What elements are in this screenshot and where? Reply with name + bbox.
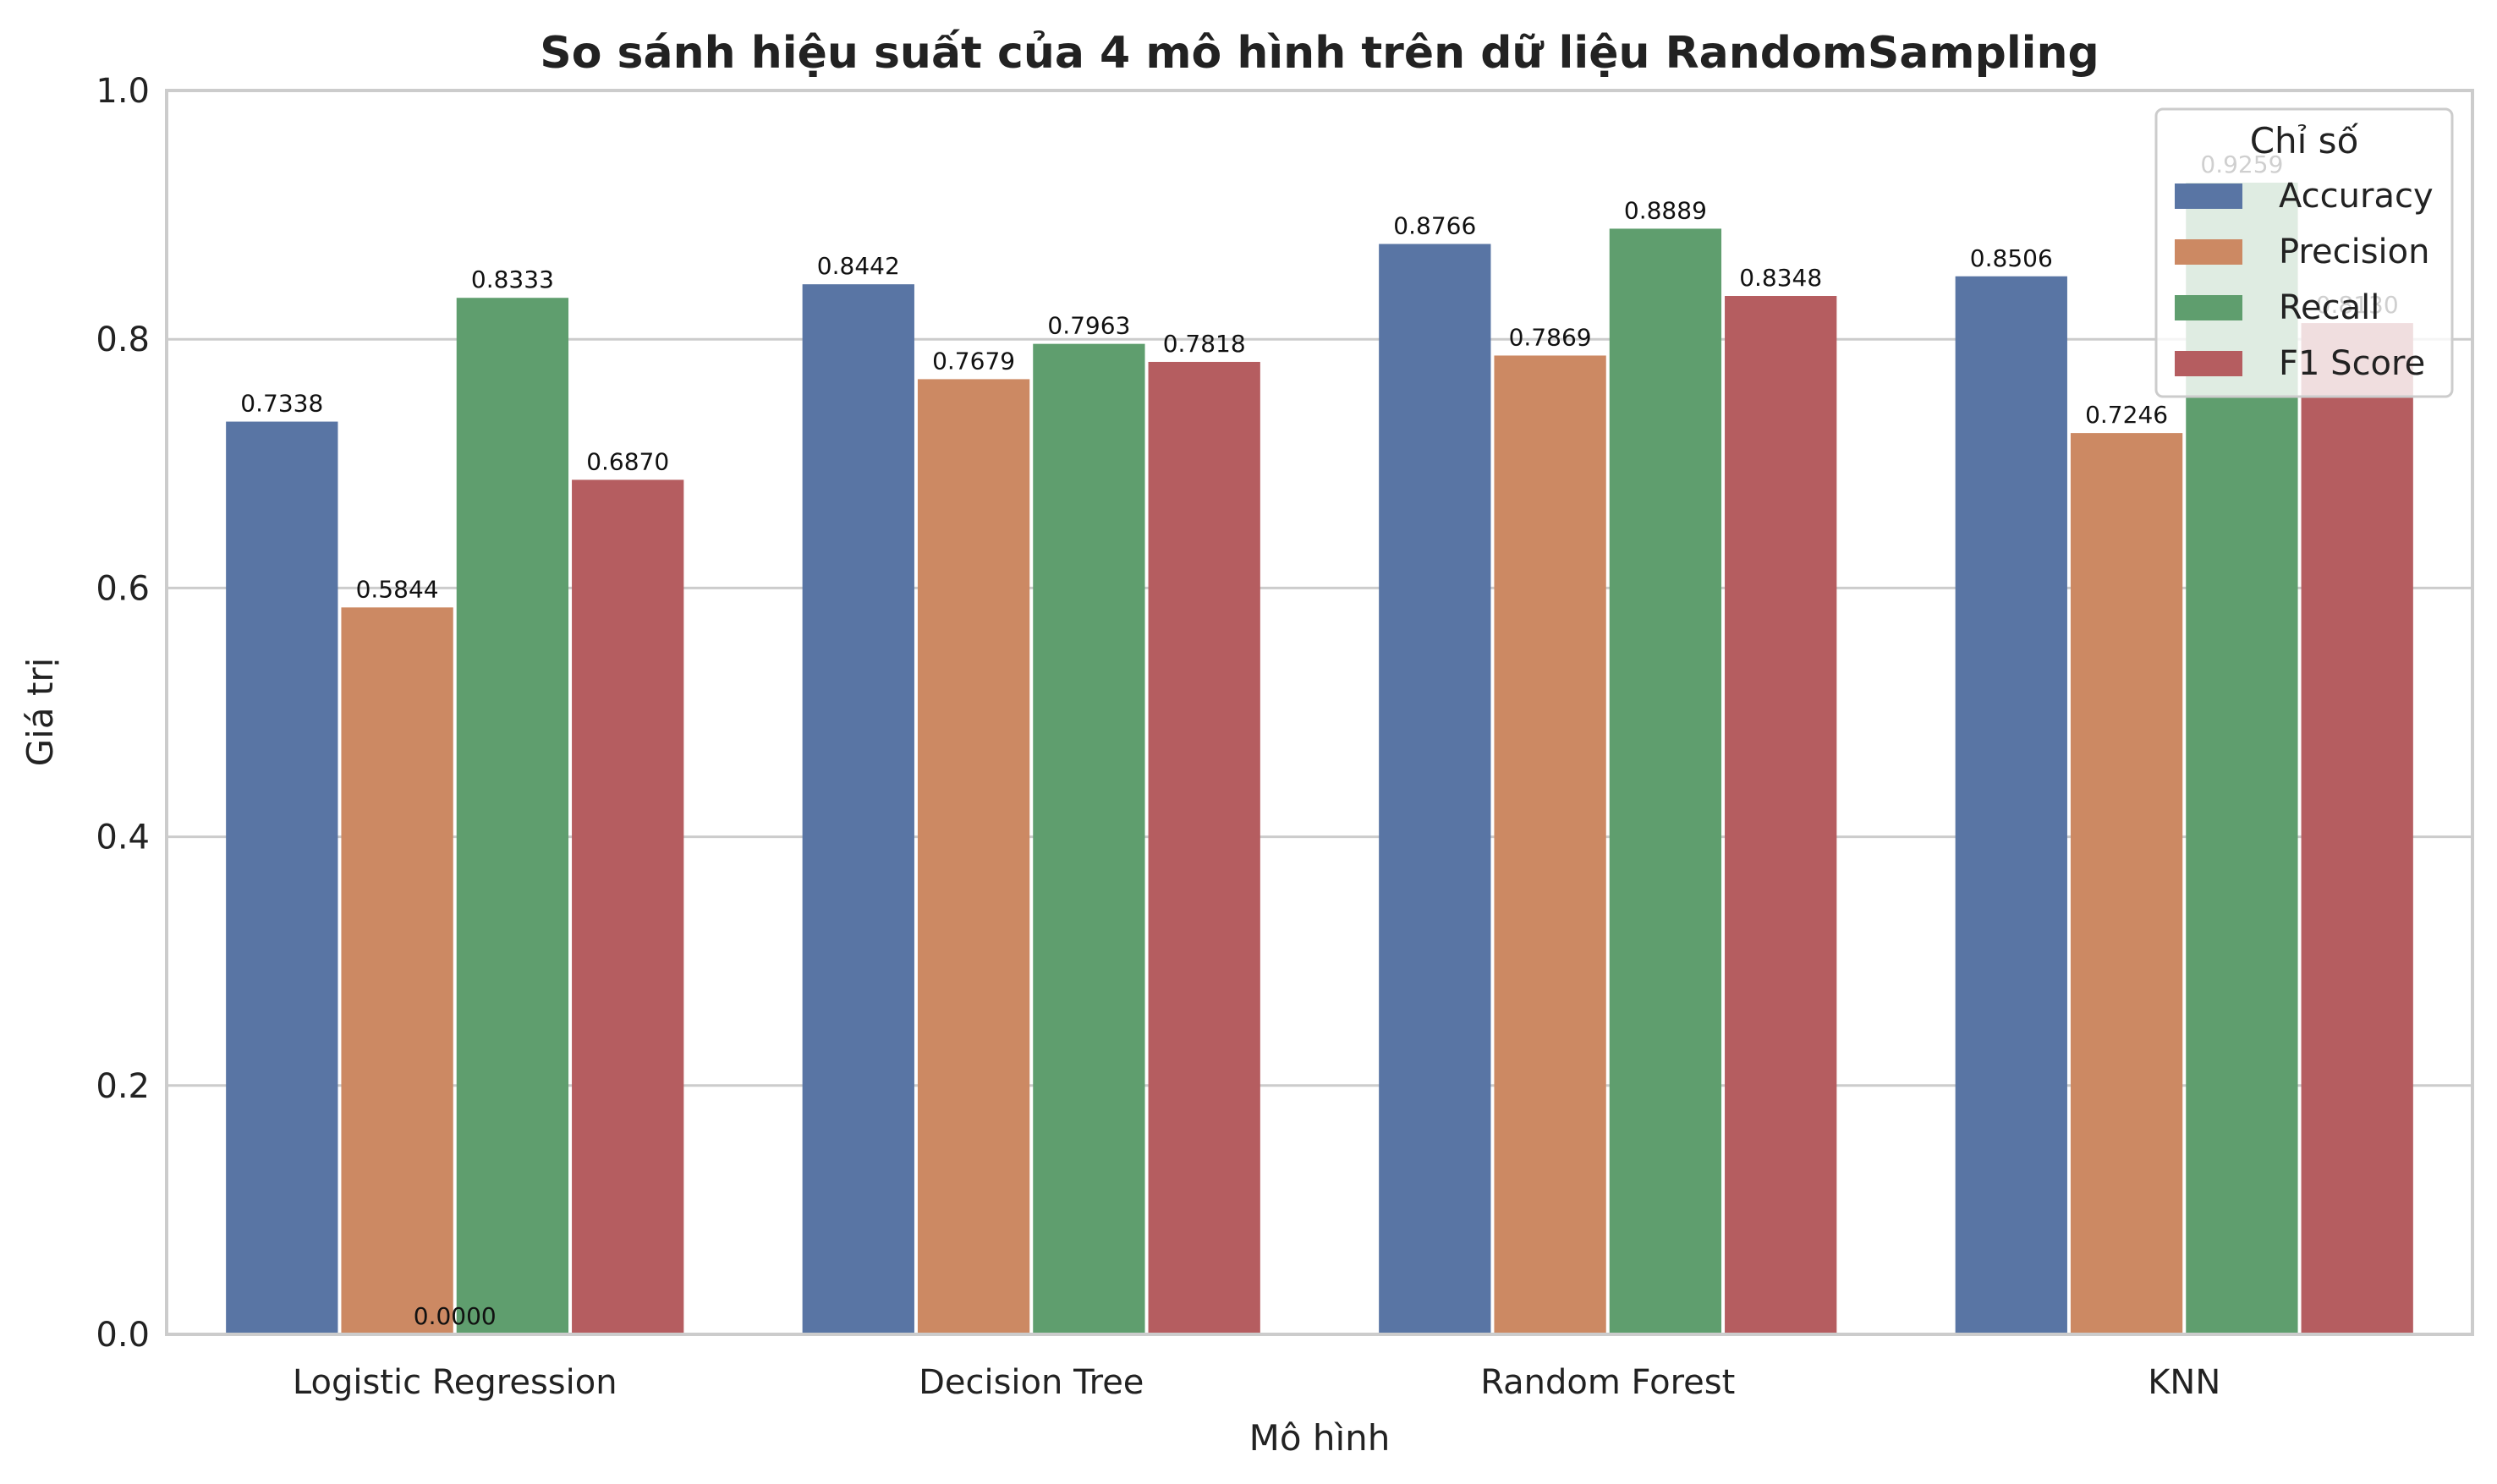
data-label: 0.6870 xyxy=(586,447,669,475)
bar-f1-score xyxy=(1725,296,1837,1335)
data-label: 0.7246 xyxy=(2085,401,2168,429)
data-label: 0.7963 xyxy=(1047,312,1130,340)
legend-title: Chỉ số xyxy=(2250,120,2359,162)
bar-accuracy xyxy=(1379,244,1491,1335)
data-label: 0.8442 xyxy=(817,252,900,280)
bar-precision xyxy=(917,379,1030,1335)
axes-layer: 0.0 0.2 0.4 0.6 0.8 1.0 Logistic Regression Dec… xyxy=(96,72,2474,1402)
legend-swatch-recall xyxy=(2175,295,2242,320)
y-tick-label: 0.2 xyxy=(96,1067,150,1106)
bar-f1-score xyxy=(2301,323,2413,1334)
plot-frame xyxy=(165,89,2474,1336)
data-label: 0.7818 xyxy=(1163,330,1246,358)
bar-precision xyxy=(1494,355,1606,1334)
data-label: 0.8348 xyxy=(1739,264,1822,292)
data-label: 0.5844 xyxy=(356,575,439,603)
y-axis-label: Giá trị xyxy=(19,658,61,767)
data-label: 0.7338 xyxy=(240,390,323,418)
bars-layer xyxy=(226,183,2413,1335)
legend-swatch-accuracy xyxy=(2175,183,2242,209)
y-tick-label: 1.0 xyxy=(96,72,150,111)
data-label: 0.8889 xyxy=(1624,196,1707,224)
x-axis-label: Mô hình xyxy=(1249,1417,1391,1459)
x-tick-label: Logistic Regression xyxy=(293,1363,617,1402)
data-labels-layer: 0.7338 0.5844 0.8333 0.6870 0.8442 0.7679 0.79… xyxy=(240,151,2398,1330)
legend: Chỉ số Accuracy Precision Recall F1 Score xyxy=(2154,107,2454,398)
bar-f1-score xyxy=(1148,361,1260,1335)
y-tick-label: 0.0 xyxy=(96,1316,150,1355)
bar-recall xyxy=(1033,343,1145,1334)
bar-precision xyxy=(341,607,453,1334)
x-tick-label: Decision Tree xyxy=(919,1363,1144,1402)
bar-accuracy xyxy=(226,421,338,1334)
x-tick-label: Random Forest xyxy=(1480,1363,1735,1402)
legend-frame xyxy=(2154,107,2454,398)
x-tick-label: KNN xyxy=(2148,1363,2220,1402)
legend-swatch-precision xyxy=(2175,239,2242,265)
y-tick-label: 0.6 xyxy=(96,569,150,608)
data-label: 0.8506 xyxy=(1970,244,2053,272)
bar-f1-score xyxy=(572,479,684,1334)
legend-item-label: Accuracy xyxy=(2279,177,2434,216)
data-label: 0.8333 xyxy=(471,266,554,293)
annotation-label: 0.0000 xyxy=(414,1302,497,1330)
y-tick-label: 0.4 xyxy=(96,819,150,857)
bar-precision xyxy=(2070,433,2183,1334)
y-tick-label: 0.8 xyxy=(96,320,150,359)
bar-accuracy xyxy=(1955,276,2067,1335)
chart-title: So sánh hiệu suất của 4 mô hình trên dữ … xyxy=(540,28,2099,79)
bar-accuracy xyxy=(802,284,914,1335)
legend-item-label: Precision xyxy=(2279,233,2429,271)
legend-item-label: F1 Score xyxy=(2279,344,2425,383)
bar-recall xyxy=(456,298,569,1334)
legend-swatch-f1-score xyxy=(2175,351,2242,376)
data-label: 0.7679 xyxy=(932,347,1015,375)
data-label: 0.8766 xyxy=(1393,212,1476,240)
legend-item-label: Recall xyxy=(2279,288,2379,327)
data-label: 0.7869 xyxy=(1509,323,1592,351)
bar-recall xyxy=(1609,228,1722,1334)
